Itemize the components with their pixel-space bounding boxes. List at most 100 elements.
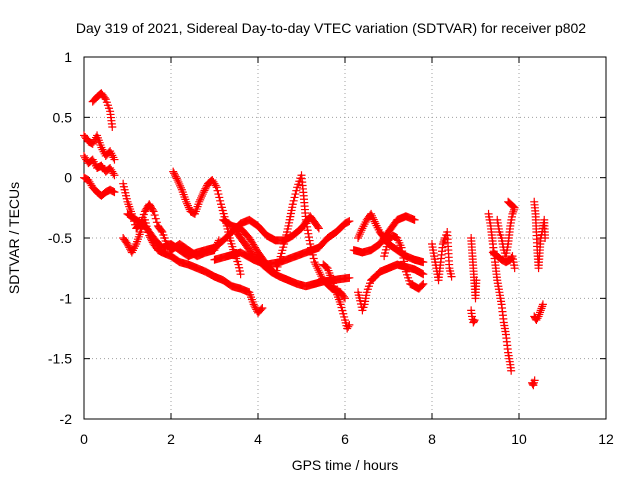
data-point-marker — [400, 257, 409, 266]
data-point-marker — [401, 264, 410, 273]
data-point-marker — [184, 203, 193, 212]
data-series-arc1 — [80, 131, 119, 164]
data-series-arc22 — [488, 248, 519, 273]
data-point-marker — [183, 201, 192, 210]
tick-layer: 0 2 4 6 8 10 12 -2 -1.5 -1 -0.5 0 0.5 1 — [48, 49, 614, 447]
data-point-marker — [195, 197, 204, 206]
data-point-marker — [305, 236, 314, 245]
data-series-arc19 — [467, 306, 479, 327]
data-point-marker — [419, 279, 428, 288]
data-point-marker — [196, 195, 205, 204]
data-point-marker — [109, 169, 118, 178]
data-point-marker — [249, 300, 258, 309]
data-point-marker — [510, 264, 519, 273]
data-series-arc15 — [349, 212, 419, 257]
data-point-marker — [322, 263, 331, 272]
data-point-marker — [438, 240, 447, 249]
data-point-marker — [197, 192, 206, 201]
x-tick-label: 12 — [598, 431, 614, 447]
data-point-marker — [199, 188, 208, 197]
data-point-marker — [354, 234, 363, 242]
data-point-marker — [536, 306, 545, 315]
data-point-marker — [151, 214, 160, 223]
data-point-marker — [368, 213, 377, 222]
y-tick-label: -1 — [60, 290, 73, 306]
data-point-marker — [439, 238, 448, 247]
x-tick-label: 4 — [254, 431, 262, 447]
data-point-marker — [170, 169, 179, 178]
data-point-marker — [528, 380, 537, 389]
data-point-marker — [148, 206, 157, 215]
data-point-marker — [310, 258, 319, 267]
data-series-arc16 — [380, 231, 428, 293]
data-point-marker — [447, 272, 456, 281]
data-point-marker — [316, 270, 325, 279]
data-point-marker — [291, 190, 300, 199]
data-point-marker — [354, 232, 363, 241]
data-point-marker — [345, 273, 354, 282]
data-point-marker — [110, 188, 119, 197]
y-tick-label: -1.5 — [48, 351, 72, 367]
data-point-marker — [538, 300, 547, 309]
data-point-marker — [398, 247, 407, 256]
data-point-marker — [182, 197, 191, 206]
data-point-marker — [367, 209, 376, 218]
data-series-arc6 — [119, 215, 267, 317]
x-tick-label: 6 — [341, 431, 349, 447]
data-point-marker — [410, 215, 419, 224]
data-point-marker — [189, 209, 198, 218]
data-point-marker — [172, 174, 181, 183]
x-tick-label: 10 — [511, 431, 527, 447]
data-point-marker — [541, 234, 550, 242]
data-point-marker — [214, 190, 223, 199]
data-point-marker — [535, 310, 544, 319]
data-point-marker — [304, 233, 313, 242]
data-point-marker — [397, 243, 406, 252]
data-series-arc18 — [467, 234, 481, 303]
x-tick-label: 2 — [167, 431, 175, 447]
data-point-marker — [183, 199, 192, 208]
data-point-marker — [251, 303, 260, 312]
data-point-marker — [170, 171, 179, 180]
data-point-marker — [469, 317, 478, 326]
data-point-marker — [534, 312, 543, 321]
data-point-marker — [306, 240, 315, 249]
y-tick-label: 1 — [64, 49, 72, 65]
data-point-marker — [530, 376, 539, 385]
data-point-marker — [176, 181, 185, 190]
x-axis-label: GPS time / hours — [292, 457, 399, 473]
data-point-marker — [418, 281, 427, 290]
data-point-marker — [400, 260, 409, 269]
data-series-arc21 — [493, 197, 519, 261]
data-series-arc23 — [530, 197, 550, 273]
data-point-marker — [399, 253, 408, 262]
data-point-marker — [197, 193, 206, 202]
data-point-marker — [507, 366, 516, 375]
data-point-marker — [470, 316, 479, 325]
data-point-marker — [309, 254, 318, 263]
data-point-marker — [508, 209, 517, 218]
data-series-arc4 — [80, 173, 119, 200]
x-tick-label: 8 — [428, 431, 436, 447]
data-point-marker — [201, 184, 210, 193]
data-point-marker — [109, 187, 118, 196]
data-point-marker — [289, 196, 298, 205]
data-point-marker — [538, 302, 547, 311]
data-point-marker — [312, 262, 321, 271]
data-series-arc11 — [210, 217, 354, 269]
data-point-marker — [236, 270, 245, 279]
data-series-arc25 — [528, 376, 539, 390]
data-point-marker — [367, 211, 376, 220]
data-point-marker — [110, 171, 119, 180]
data-point-marker — [304, 229, 313, 238]
data-point-marker — [250, 302, 259, 311]
data-point-marker — [313, 223, 322, 232]
data-point-marker — [357, 226, 366, 235]
data-point-marker — [292, 186, 301, 195]
data-series-arc3 — [80, 151, 119, 180]
data-point-marker — [177, 183, 186, 192]
y-tick-label: 0.5 — [53, 109, 73, 125]
data-point-marker — [302, 219, 311, 228]
data-point-marker — [157, 226, 166, 235]
data-point-marker — [216, 196, 225, 205]
